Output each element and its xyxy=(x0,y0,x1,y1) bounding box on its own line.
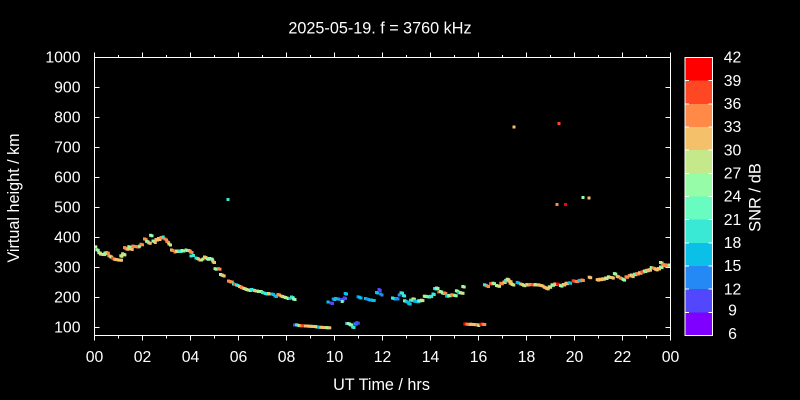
svg-text:18: 18 xyxy=(518,349,536,366)
svg-text:15: 15 xyxy=(724,258,742,275)
svg-text:04: 04 xyxy=(182,349,200,366)
svg-text:500: 500 xyxy=(54,200,81,217)
svg-text:16: 16 xyxy=(470,349,488,366)
svg-text:12: 12 xyxy=(374,349,392,366)
svg-text:1000: 1000 xyxy=(45,50,80,67)
svg-text:06: 06 xyxy=(230,349,248,366)
svg-text:400: 400 xyxy=(54,230,81,247)
svg-text:24: 24 xyxy=(724,189,742,206)
svg-text:700: 700 xyxy=(54,140,81,157)
svg-text:22: 22 xyxy=(614,349,632,366)
svg-text:42: 42 xyxy=(724,50,742,67)
svg-text:UT Time / hrs: UT Time / hrs xyxy=(333,376,430,394)
svg-text:800: 800 xyxy=(54,110,81,127)
svg-text:12: 12 xyxy=(724,281,742,298)
svg-text:27: 27 xyxy=(724,166,742,183)
svg-text:00: 00 xyxy=(662,349,680,366)
svg-text:600: 600 xyxy=(54,170,81,187)
svg-text:SNR / dB: SNR / dB xyxy=(747,163,765,232)
svg-text:Virtual height / km: Virtual height / km xyxy=(5,133,23,262)
svg-text:14: 14 xyxy=(422,349,440,366)
svg-text:02: 02 xyxy=(134,349,152,366)
svg-text:21: 21 xyxy=(724,212,742,229)
svg-text:200: 200 xyxy=(54,290,81,307)
svg-text:2025-05-19. f = 3760 kHz: 2025-05-19. f = 3760 kHz xyxy=(288,20,471,38)
svg-text:33: 33 xyxy=(724,119,742,136)
svg-text:9: 9 xyxy=(728,303,737,320)
svg-text:36: 36 xyxy=(724,96,742,113)
svg-text:39: 39 xyxy=(724,73,742,90)
svg-text:18: 18 xyxy=(724,235,742,252)
svg-text:100: 100 xyxy=(54,320,81,337)
svg-text:6: 6 xyxy=(728,326,737,343)
svg-text:08: 08 xyxy=(278,349,296,366)
svg-text:00: 00 xyxy=(86,349,104,366)
svg-text:300: 300 xyxy=(54,260,81,277)
svg-text:900: 900 xyxy=(54,80,81,97)
svg-text:30: 30 xyxy=(724,142,742,159)
svg-text:20: 20 xyxy=(566,349,584,366)
svg-text:10: 10 xyxy=(326,349,344,366)
